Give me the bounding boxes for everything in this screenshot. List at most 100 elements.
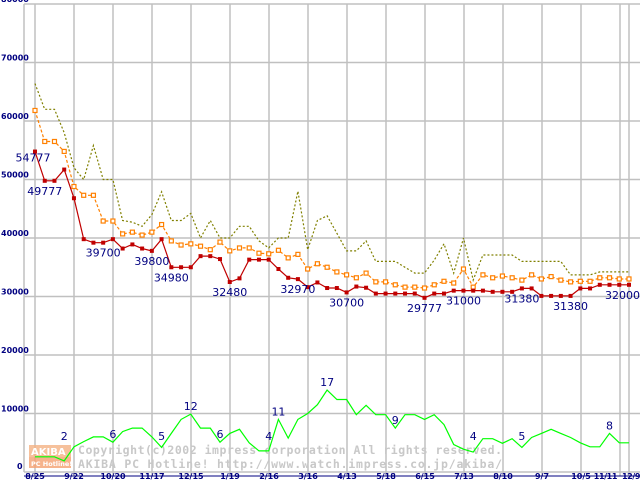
data-point-min xyxy=(140,246,145,251)
data-point-average xyxy=(256,250,262,256)
data-point-average xyxy=(158,221,165,228)
data-point-average xyxy=(32,107,38,114)
data-point-min xyxy=(383,291,388,296)
data-point-average xyxy=(490,275,496,281)
data-point-average xyxy=(519,277,525,283)
logo-text-bottom: PC Hotline! xyxy=(31,460,72,468)
data-point-average xyxy=(529,272,535,278)
data-point-average xyxy=(334,269,340,275)
x-tick-label: 7/13 xyxy=(454,472,474,480)
data-point-average xyxy=(207,247,213,253)
data-point-min xyxy=(510,289,515,294)
data-point-min xyxy=(218,257,223,262)
data-point-min xyxy=(617,282,622,287)
data-point-average xyxy=(42,138,48,145)
x-tick-label: 1/19 xyxy=(220,472,240,480)
data-point-min xyxy=(344,290,349,295)
data-point-min xyxy=(227,279,232,284)
data-point-min xyxy=(42,178,47,183)
data-point-average xyxy=(285,255,291,261)
data-point-min xyxy=(354,284,359,289)
x-tick-label: 5/18 xyxy=(376,472,396,480)
volume-label: 6 xyxy=(109,428,116,441)
data-point-min xyxy=(52,178,57,183)
watermark: AKIBA PC Hotline! Copyright(c)2002 impre… xyxy=(29,443,502,471)
volume-label: 9 xyxy=(392,414,399,427)
data-point-average xyxy=(90,192,97,198)
url-line: AKIBA PC Hotline! http://www.watch.impre… xyxy=(78,457,502,471)
data-point-min xyxy=(325,286,330,291)
data-point-average xyxy=(441,278,447,284)
data-point-min xyxy=(237,276,242,281)
x-tick-label: 3/16 xyxy=(298,472,318,480)
x-tick-label: 11/11 xyxy=(594,472,618,480)
data-point-min xyxy=(529,286,534,291)
volume-label: 4 xyxy=(265,430,272,443)
x-tick-label: 6/15 xyxy=(415,472,435,480)
data-point-average xyxy=(178,242,184,248)
data-point-min xyxy=(188,265,193,270)
data-point-min xyxy=(247,257,252,262)
series-line-max xyxy=(34,83,629,283)
x-tick-label: 2/16 xyxy=(259,472,279,480)
data-point-average xyxy=(499,273,506,279)
data-point-min xyxy=(295,277,300,282)
data-point-average xyxy=(587,278,593,284)
data-point-average xyxy=(421,285,428,291)
data-point-average xyxy=(353,275,359,281)
y-tick-label: 70000 xyxy=(1,54,29,63)
volume-label: 5 xyxy=(158,430,165,443)
data-point-average xyxy=(100,218,106,224)
volume-label: 8 xyxy=(606,419,613,432)
data-point-min xyxy=(403,291,408,296)
data-point-average xyxy=(110,218,116,224)
min-price-label: 32480 xyxy=(212,286,247,299)
data-point-min xyxy=(62,167,67,172)
data-point-average xyxy=(470,284,476,290)
x-tick-label: 10/5 xyxy=(571,472,591,480)
min-price-label: 31000 xyxy=(446,295,481,308)
data-point-average xyxy=(363,270,369,276)
data-point-min xyxy=(305,285,310,290)
data-point-average xyxy=(275,247,282,253)
data-point-min xyxy=(588,286,593,291)
x-tick-label: 12/15 xyxy=(178,472,204,480)
annotations: 54777 49777 39700 39800 34980 32480 32970 30700… xyxy=(16,152,640,443)
data-point-min xyxy=(286,275,291,280)
data-point-min xyxy=(471,288,476,293)
y-tick-label: 0 xyxy=(17,462,23,471)
y-tick-label: 20000 xyxy=(1,346,29,355)
data-point-average xyxy=(577,278,583,284)
data-point-min xyxy=(597,282,602,287)
volume-label: 11 xyxy=(271,405,285,418)
data-point-min xyxy=(461,288,466,293)
y-tick-label: 10000 xyxy=(1,405,29,414)
data-point-min xyxy=(149,248,154,253)
data-point-average xyxy=(412,284,418,290)
data-point-average xyxy=(382,279,389,285)
data-point-average xyxy=(227,248,233,254)
data-point-min xyxy=(627,282,631,287)
data-point-average xyxy=(538,276,544,282)
data-point-min xyxy=(568,293,573,298)
data-point-min xyxy=(120,246,125,251)
data-point-min xyxy=(198,254,203,259)
x-tick-label: 4/13 xyxy=(337,472,357,480)
data-point-min xyxy=(91,240,96,245)
data-point-min xyxy=(315,280,320,285)
data-point-min xyxy=(451,288,456,293)
data-point-average xyxy=(236,245,243,251)
data-point-average xyxy=(597,275,603,281)
data-point-min xyxy=(81,237,86,242)
data-point-average xyxy=(626,276,632,282)
x-tick-label: 11/17 xyxy=(139,472,164,480)
min-price-label: 39800 xyxy=(134,255,169,268)
data-point-average xyxy=(246,245,252,251)
data-point-min xyxy=(578,286,583,291)
min-price-label: 34980 xyxy=(154,271,189,284)
series-line-min xyxy=(34,151,629,299)
data-point-min xyxy=(266,257,271,262)
series-line-volume xyxy=(35,389,629,462)
data-point-average xyxy=(431,282,437,288)
x-tick-label: 9/22 xyxy=(64,472,84,480)
